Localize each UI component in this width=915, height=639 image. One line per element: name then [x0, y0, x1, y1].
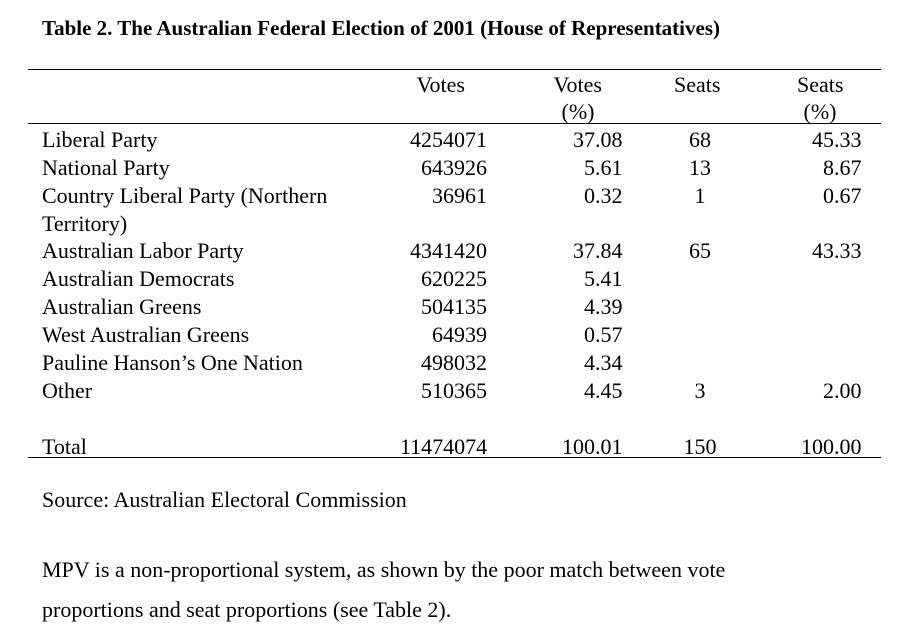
table-cell: 45.33 — [812, 127, 862, 152]
table-cell: 0.67 — [823, 183, 862, 208]
row-label: Liberal Party — [42, 127, 158, 152]
column-header: Votes — [416, 72, 466, 97]
column-header: Seats — [674, 72, 721, 97]
table-cell: 4254071 — [410, 127, 487, 152]
row-label: National Party — [42, 155, 170, 180]
table-cell: 37.08 — [573, 127, 623, 152]
table-cell: 504135 — [421, 294, 487, 319]
table-cell: 1 — [694, 183, 706, 208]
table-cell: 0.32 — [584, 183, 623, 208]
body-paragraph: MPV is a non-proportional system, as sho… — [42, 557, 726, 622]
table-cell: 5.61 — [584, 155, 623, 180]
table-cell: 4.34 — [584, 350, 623, 375]
table-cell: 4341420 — [410, 238, 487, 263]
table-cell: 100.01 — [562, 433, 623, 459]
row-label: Country Liberal Party (Northern Territor… — [42, 183, 328, 236]
column-unit: (%) — [561, 99, 595, 124]
table-cell: 0.57 — [584, 322, 623, 347]
table-cell: 36961 — [432, 183, 487, 208]
table-cell: 43.33 — [812, 238, 862, 263]
table-cell: 68 — [689, 127, 711, 152]
table-cell: 100.00 — [801, 433, 862, 459]
column-unit: (%) — [803, 99, 837, 124]
row-label: Australian Greens — [42, 294, 202, 319]
table-cell: 150 — [683, 433, 717, 459]
table-cell: 64939 — [432, 322, 487, 347]
column-header: Seats — [797, 72, 844, 97]
bottom-rule — [28, 457, 881, 458]
table-cell: 37.84 — [573, 238, 623, 263]
row-label: Total — [42, 433, 87, 459]
table-cell: 65 — [689, 238, 711, 263]
column-header: Votes — [553, 72, 603, 97]
row-label: Pauline Hanson’s One Nation — [42, 350, 303, 375]
table-cell: 13 — [689, 155, 711, 180]
top-rule — [28, 69, 881, 70]
source-note: Source: Australian Electoral Commission — [42, 487, 407, 512]
table-cell: 510365 — [421, 378, 487, 403]
table-cell: 11474074 — [400, 433, 488, 459]
table-cell: 498032 — [421, 350, 487, 375]
row-label: Other — [42, 378, 93, 403]
table-cell: 3 — [694, 378, 706, 403]
table-cell: 4.45 — [584, 378, 623, 403]
table-title: Table 2. The Australian Federal Election… — [42, 16, 720, 40]
row-label: Australian Democrats — [42, 266, 235, 291]
table-cell: 2.00 — [823, 378, 862, 403]
table-cell: 620225 — [421, 266, 487, 291]
row-label: Australian Labor Party — [42, 238, 244, 263]
row-label: West Australian Greens — [42, 322, 250, 347]
header-rule — [28, 123, 881, 124]
table-cell: 8.67 — [823, 155, 862, 180]
table-cell: 5.41 — [584, 266, 623, 291]
table-cell: 4.39 — [584, 294, 623, 319]
table-cell: 643926 — [421, 155, 487, 180]
